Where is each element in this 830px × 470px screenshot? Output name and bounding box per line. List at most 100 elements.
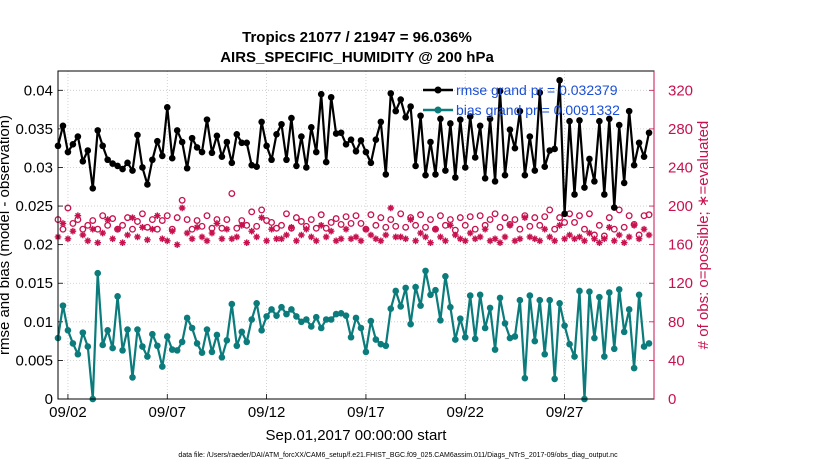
obs-evaluated-point: [228, 235, 236, 243]
rmse-point: [581, 184, 588, 191]
rmse-point: [64, 148, 72, 156]
obs-evaluated-point: [243, 239, 251, 247]
rmse-point: [442, 167, 449, 174]
rmse-point: [213, 132, 221, 140]
rmse-point: [432, 171, 439, 178]
rmse-point: [119, 165, 126, 173]
obs-possible-point: [89, 217, 97, 224]
obs-evaluated-point: [447, 222, 454, 229]
obs-evaluated-point: [432, 225, 439, 233]
bias-point: [298, 318, 305, 326]
obs-evaluated-point: [437, 233, 444, 241]
rmse-point: [501, 171, 509, 179]
obs-possible-point: [119, 221, 127, 229]
rmse-point: [521, 171, 529, 179]
obs-evaluated-point: [442, 237, 449, 245]
bias-point: [422, 267, 429, 275]
rmse-point: [183, 164, 191, 172]
bias-point: [268, 306, 275, 313]
rmse-point: [422, 171, 429, 179]
right-y-tick-label: 240: [668, 159, 693, 176]
bias-point: [437, 316, 444, 324]
obs-possible-point: [228, 190, 236, 197]
obs-evaluated-point: [352, 233, 360, 241]
bias-point: [332, 310, 340, 318]
obs-possible-point: [476, 212, 484, 220]
obs-evaluated-point: [606, 223, 613, 231]
rmse-point: [188, 134, 196, 142]
bias-point: [129, 374, 136, 381]
obs-evaluated-point: [218, 235, 226, 243]
obs-evaluated-point: [347, 235, 355, 243]
bias-point: [392, 287, 400, 295]
rmse-point: [645, 129, 653, 137]
obs-possible-point: [203, 212, 211, 220]
bias-point: [293, 313, 300, 320]
rmse-point: [640, 153, 648, 160]
obs-evaluated-point: [119, 239, 126, 247]
obs-possible-point: [551, 225, 559, 233]
rmse-point: [139, 164, 146, 171]
rmse-point: [79, 157, 87, 165]
rmse-point: [168, 154, 176, 162]
rmse-point: [198, 148, 206, 156]
obs-possible-point: [352, 212, 360, 220]
obs-possible-point: [178, 196, 186, 204]
rmse-point: [129, 167, 136, 174]
obs-possible-point: [312, 224, 320, 232]
rmse-point: [263, 142, 270, 150]
obs-possible-point: [283, 210, 290, 218]
bias-point: [447, 303, 454, 311]
bias-point: [367, 317, 375, 325]
bias-point: [496, 294, 504, 302]
obs-possible-point: [422, 223, 429, 231]
bias-point: [596, 293, 603, 301]
obs-evaluated-point: [491, 235, 499, 243]
obs-possible-point: [501, 214, 509, 222]
bias-point: [104, 327, 111, 334]
bias-point: [481, 324, 489, 332]
bias-point: [635, 291, 643, 299]
obs-evaluated-point: [496, 239, 504, 247]
rmse-point: [114, 162, 121, 170]
obs-evaluated-point: [531, 235, 539, 243]
bias-point: [342, 312, 350, 319]
obs-evaluated-point: [536, 237, 544, 245]
obs-possible-point: [466, 213, 474, 221]
bias-point: [69, 340, 77, 347]
rmse-point: [59, 122, 67, 130]
rmse-point: [635, 139, 643, 147]
bias-point: [452, 336, 459, 343]
rmse-point: [551, 145, 558, 153]
rmse-point: [536, 89, 544, 96]
obs-evaluated-point: [601, 235, 608, 243]
obs-evaluated-point: [198, 233, 206, 241]
bias-point: [591, 334, 598, 342]
bias-point: [576, 287, 583, 295]
obs-possible-point: [561, 219, 569, 226]
rmse-point: [606, 115, 613, 123]
rmse-point: [293, 162, 300, 170]
y-tick-label: 0.005: [15, 352, 53, 369]
rmse-point: [402, 114, 409, 121]
obs-evaluated-point: [586, 229, 593, 237]
obs-evaluated-point: [233, 233, 241, 241]
bias-point: [387, 305, 395, 313]
rmse-point: [437, 115, 444, 123]
rmse-point: [149, 156, 156, 164]
bias-point: [526, 292, 534, 299]
obs-evaluated-point: [357, 237, 365, 245]
legend: rmse grand pr = 0.032379 bias grand pr =…: [423, 82, 620, 118]
obs-possible-point: [576, 212, 583, 220]
right-y-axis-label: # of obs: o=possible; ∗=evaluated: [695, 121, 712, 350]
bias-point: [372, 336, 380, 343]
y-axis-label: rmse and bias (model - observation): [0, 115, 13, 355]
rmse-point: [248, 161, 255, 169]
obs-possible-point: [412, 221, 420, 229]
rmse-point: [308, 124, 315, 131]
rmse-point: [511, 144, 519, 152]
bias-point: [546, 296, 553, 304]
rmse-point: [134, 131, 141, 139]
rmse-point: [620, 179, 628, 187]
rmse-point: [476, 122, 484, 130]
